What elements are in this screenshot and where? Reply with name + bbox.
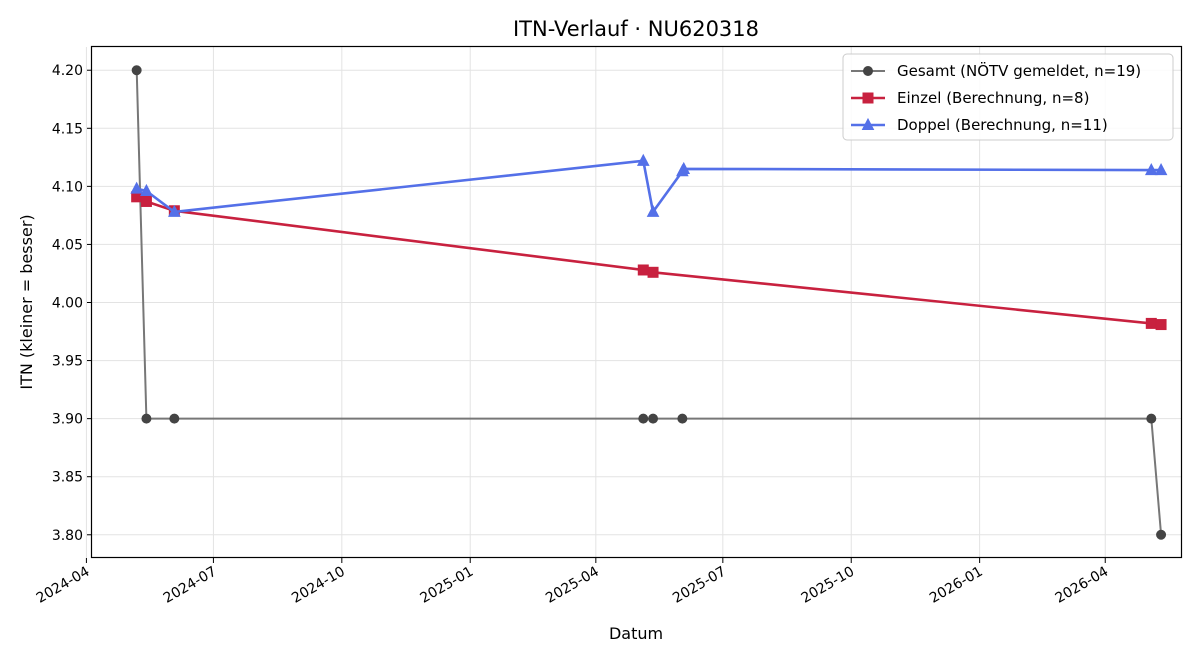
y-tick-label: 3.85: [52, 470, 83, 486]
data-point: [638, 413, 649, 424]
data-point: [140, 183, 153, 197]
y-tick-label: 4.15: [52, 121, 83, 137]
legend: Gesamt (NÖTV gemeldet, n=19) Einzel (Bere…: [842, 53, 1174, 141]
data-point: [168, 204, 181, 217]
x-tick-label: 2025-01: [418, 564, 477, 607]
y-axis-label: ITN (kleiner = besser): [17, 214, 36, 389]
data-point: [636, 153, 650, 166]
y-tick-label: 4.05: [52, 237, 83, 253]
legend-marker: [863, 66, 873, 76]
data-point: [1145, 317, 1157, 329]
data-point: [140, 195, 152, 207]
legend-marker: [861, 117, 875, 130]
legend-label: Doppel (Berechnung, n=11): [897, 116, 1108, 134]
data-point: [1144, 163, 1158, 176]
series-layer: [130, 65, 1168, 540]
data-point: [677, 413, 688, 424]
data-point: [637, 264, 649, 276]
series-3: [130, 153, 1168, 217]
data-point: [646, 204, 660, 217]
x-tick-label: 2024-10: [289, 564, 348, 607]
y-tick-label: 4.20: [52, 63, 83, 79]
legend-item: Einzel (Berechnung, n=8): [851, 89, 1089, 107]
data-point: [677, 161, 691, 174]
x-tick-label: 2025-07: [670, 564, 729, 607]
data-point: [131, 65, 142, 76]
x-tick-label: 2024-07: [161, 564, 220, 607]
x-tick-label: 2025-10: [799, 564, 858, 607]
x-tick-label: 2026-04: [1053, 564, 1112, 607]
legend-item: Gesamt (NÖTV gemeldet, n=19): [851, 61, 1141, 80]
legend-item: Doppel (Berechnung, n=11): [851, 116, 1108, 134]
x-axis-label: Datum: [609, 624, 663, 643]
y-tick-label: 4.10: [52, 179, 83, 195]
tick-layer: 2024-04 2024-07 2024-10 2025-01 2025-04 2025-…: [34, 63, 1112, 606]
data-point: [1154, 163, 1168, 176]
legend-marker: [862, 92, 874, 104]
y-tick-label: 3.95: [52, 354, 83, 370]
chart-title: ITN-Verlauf · NU620318: [513, 17, 759, 41]
x-tick-label: 2026-01: [927, 564, 986, 607]
x-tick-label: 2024-04: [34, 564, 93, 607]
data-point: [1155, 319, 1167, 331]
series-1: [131, 65, 1167, 540]
data-point: [1156, 529, 1167, 540]
legend-box: [842, 53, 1174, 141]
data-point: [648, 413, 659, 424]
x-tick-label: 2025-04: [543, 564, 602, 607]
y-tick-label: 3.90: [52, 412, 83, 428]
data-point: [169, 413, 180, 424]
data-point: [141, 413, 152, 424]
data-point: [130, 181, 143, 194]
series-2: [131, 191, 1167, 331]
data-point: [647, 266, 659, 278]
data-point: [1146, 413, 1157, 424]
legend-label: Einzel (Berechnung, n=8): [897, 89, 1089, 107]
legend-label: Gesamt (NÖTV gemeldet, n=19): [897, 61, 1141, 80]
y-tick-label: 3.80: [52, 528, 83, 544]
y-tick-label: 4.00: [52, 296, 83, 312]
